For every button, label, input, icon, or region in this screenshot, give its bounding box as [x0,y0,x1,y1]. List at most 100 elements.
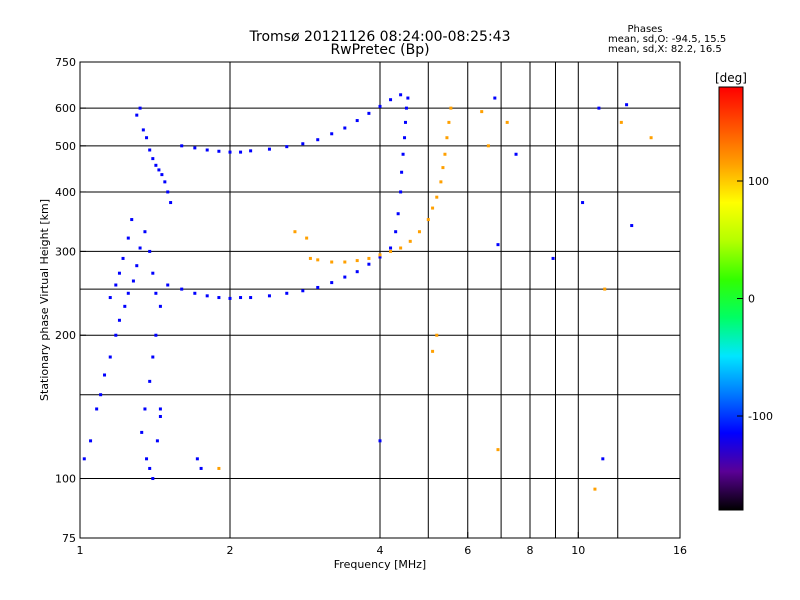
data-point [316,285,320,289]
stats-title: Phases [627,24,662,35]
data-point [217,296,221,300]
data-point [169,201,173,205]
data-point [619,120,623,124]
data-point [630,224,634,228]
data-point [180,287,184,291]
data-point [249,296,253,300]
data-point [117,271,121,275]
data-point [367,262,371,266]
data-point [267,294,271,298]
data-point [267,147,271,151]
data-point [141,128,145,132]
data-point [330,132,334,136]
data-point [285,145,289,149]
data-point [625,103,629,107]
data-point [138,106,142,110]
data-point [249,149,253,153]
data-point [435,195,439,199]
data-point [486,144,490,148]
data-point [154,163,158,167]
data-point [399,246,403,250]
data-point [355,259,359,263]
data-point [551,256,555,260]
data-point [496,243,500,247]
data-point [148,249,152,253]
data-point [316,258,320,262]
data-point [131,279,135,283]
x-tick-label: 2 [227,544,234,557]
y-tick-label: 100 [55,473,76,486]
data-point [355,119,359,123]
chart-title: Tromsø 20121126 08:24:00-08:25:43 [249,29,511,45]
x-tick-label: 4 [377,544,384,557]
stats-o-mode: mean, sd,O: -94.5, 15.5 [608,34,726,45]
grid-lines [80,62,680,538]
data-point [114,283,118,287]
data-point [82,457,86,461]
data-point [301,142,305,146]
data-point [401,152,405,156]
data-point [239,296,243,300]
data-point [158,414,162,418]
data-point [228,296,232,300]
data-point [123,304,127,308]
data-point [396,212,400,216]
data-point [148,148,152,152]
y-tick-label: 300 [55,245,76,258]
data-point [435,333,439,337]
data-point [445,136,449,140]
x-axis-ticks: 1 2 4 6 8 10 16 [77,532,687,557]
y-tick-label: 200 [55,329,76,342]
stats-x-mode: mean, sd,X: 82.2, 16.5 [608,44,722,55]
data-point [601,457,605,461]
y-axis-label: Stationary phase Virtual Height [km] [38,199,51,401]
x-tick-label: 1 [77,544,84,557]
data-point [195,457,199,461]
data-point [389,249,393,253]
data-point [496,448,500,452]
data-point [135,264,139,268]
data-point [367,256,371,260]
colorbar-ticks: 100 0 -100 [737,175,773,423]
data-point [95,407,99,411]
data-point [581,201,585,205]
data-point [301,289,305,293]
data-point [158,407,162,411]
x-tick-label: 16 [673,544,687,557]
data-point [399,93,403,97]
data-point [417,230,421,234]
data-point [316,138,320,142]
data-point [217,466,221,470]
y-tick-label: 600 [55,102,76,115]
data-point [166,283,170,287]
colorbar-tick-label: 0 [748,293,755,306]
data-point [308,256,312,260]
data-point [305,236,309,240]
y-tick-label: 75 [62,532,76,545]
colorbar-tick-label: 100 [748,175,769,188]
data-point [154,333,158,337]
data-point [597,106,601,110]
data-point [378,253,382,257]
data-point [330,260,334,264]
data-point [228,150,232,154]
data-point [439,180,443,184]
data-point [135,113,139,117]
data-point [431,206,435,210]
data-point [126,291,130,295]
data-point [160,173,164,177]
data-point [155,439,159,443]
data-point [593,487,597,491]
data-point [103,373,107,377]
data-point [205,148,209,152]
data-point [378,255,382,259]
data-point [514,152,518,156]
colorbar-tick-label: -100 [748,410,773,423]
data-point [330,281,334,285]
data-point [143,230,147,234]
data-point [117,318,121,322]
data-point [151,157,155,161]
data-point [121,256,125,260]
data-point [449,106,453,110]
